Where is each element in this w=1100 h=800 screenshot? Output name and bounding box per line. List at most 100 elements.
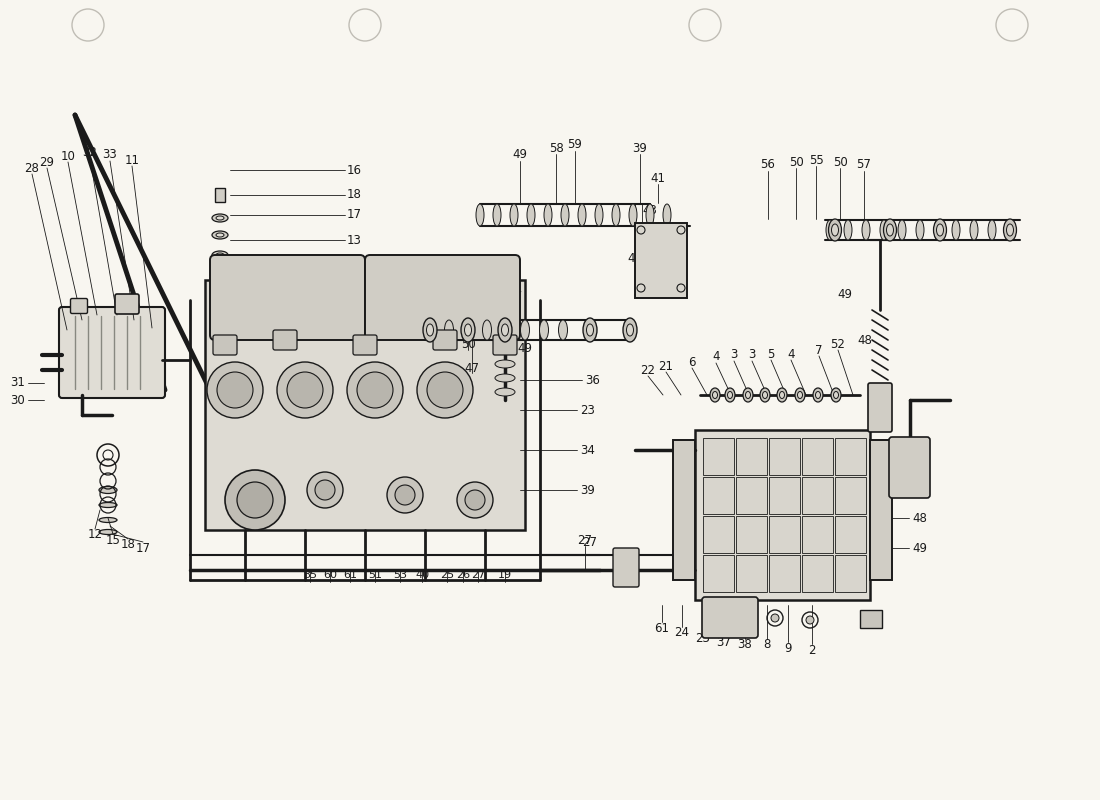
Ellipse shape xyxy=(828,219,842,241)
Ellipse shape xyxy=(544,204,552,226)
Ellipse shape xyxy=(498,318,512,342)
Text: 50: 50 xyxy=(833,155,847,169)
Text: 44: 44 xyxy=(481,283,495,297)
Text: 54: 54 xyxy=(507,283,522,297)
Bar xyxy=(673,440,695,580)
Ellipse shape xyxy=(834,391,838,398)
Bar xyxy=(835,438,866,475)
Circle shape xyxy=(358,372,393,408)
Text: 17: 17 xyxy=(135,542,151,554)
Bar xyxy=(205,280,525,530)
Ellipse shape xyxy=(934,219,946,241)
Circle shape xyxy=(417,362,473,418)
Ellipse shape xyxy=(216,288,224,292)
Text: 47: 47 xyxy=(464,362,480,374)
Text: 56: 56 xyxy=(760,158,775,171)
Bar xyxy=(835,477,866,514)
Ellipse shape xyxy=(798,391,803,398)
Ellipse shape xyxy=(646,204,654,226)
Ellipse shape xyxy=(476,204,484,226)
Ellipse shape xyxy=(952,220,960,240)
Text: 50: 50 xyxy=(789,155,803,169)
Text: 49: 49 xyxy=(517,342,532,354)
Bar xyxy=(736,555,767,592)
Ellipse shape xyxy=(427,324,433,336)
Circle shape xyxy=(315,480,336,500)
Ellipse shape xyxy=(612,204,620,226)
Text: 24: 24 xyxy=(674,626,690,639)
Bar xyxy=(769,477,800,514)
Ellipse shape xyxy=(832,224,838,236)
FancyBboxPatch shape xyxy=(613,548,639,587)
Text: 42: 42 xyxy=(627,251,642,265)
FancyBboxPatch shape xyxy=(273,330,297,350)
Text: 23: 23 xyxy=(580,403,595,417)
Ellipse shape xyxy=(623,318,637,342)
Ellipse shape xyxy=(742,388,754,402)
Ellipse shape xyxy=(561,204,569,226)
FancyBboxPatch shape xyxy=(889,437,930,498)
Text: 4: 4 xyxy=(713,350,719,363)
Text: 4: 4 xyxy=(788,347,794,361)
Ellipse shape xyxy=(212,251,228,259)
Ellipse shape xyxy=(99,530,117,534)
Ellipse shape xyxy=(813,388,823,402)
Ellipse shape xyxy=(586,324,594,336)
Text: 17: 17 xyxy=(346,277,362,290)
Text: 51: 51 xyxy=(368,570,382,580)
Circle shape xyxy=(456,482,493,518)
Ellipse shape xyxy=(216,271,224,275)
Bar xyxy=(860,610,882,628)
Ellipse shape xyxy=(483,320,492,340)
Bar xyxy=(769,516,800,553)
Text: 23: 23 xyxy=(695,631,711,645)
Ellipse shape xyxy=(495,360,515,368)
Ellipse shape xyxy=(970,220,978,240)
FancyBboxPatch shape xyxy=(493,335,517,355)
Text: 60: 60 xyxy=(323,570,337,580)
Circle shape xyxy=(226,470,285,530)
Ellipse shape xyxy=(99,518,117,522)
Text: 46: 46 xyxy=(428,291,442,305)
FancyBboxPatch shape xyxy=(868,383,892,432)
Text: 52: 52 xyxy=(830,338,846,350)
Circle shape xyxy=(236,482,273,518)
Text: 61: 61 xyxy=(343,570,358,580)
Bar xyxy=(214,188,225,202)
Ellipse shape xyxy=(493,204,500,226)
Text: 33: 33 xyxy=(102,149,118,162)
Text: 48: 48 xyxy=(912,511,927,525)
Text: 49: 49 xyxy=(837,289,852,302)
Text: 49: 49 xyxy=(912,542,927,554)
Bar xyxy=(835,516,866,553)
Ellipse shape xyxy=(216,216,224,220)
Ellipse shape xyxy=(495,346,515,354)
Ellipse shape xyxy=(463,320,473,340)
Text: 15: 15 xyxy=(106,534,120,546)
Text: 39: 39 xyxy=(632,142,648,154)
Ellipse shape xyxy=(795,388,805,402)
Text: 61: 61 xyxy=(654,622,670,634)
FancyBboxPatch shape xyxy=(702,597,758,638)
Ellipse shape xyxy=(844,220,852,240)
Bar xyxy=(769,438,800,475)
Ellipse shape xyxy=(936,224,944,236)
Ellipse shape xyxy=(713,391,717,398)
Text: 20: 20 xyxy=(912,455,927,469)
Text: 19: 19 xyxy=(498,570,513,580)
FancyBboxPatch shape xyxy=(70,298,88,314)
Circle shape xyxy=(207,362,263,418)
Ellipse shape xyxy=(727,391,733,398)
Text: 14: 14 xyxy=(346,255,362,269)
FancyBboxPatch shape xyxy=(353,335,377,355)
Ellipse shape xyxy=(780,391,784,398)
Ellipse shape xyxy=(527,204,535,226)
Ellipse shape xyxy=(495,388,515,396)
Ellipse shape xyxy=(212,269,228,277)
Ellipse shape xyxy=(815,391,821,398)
Bar xyxy=(736,477,767,514)
Bar xyxy=(703,516,734,553)
Ellipse shape xyxy=(583,318,597,342)
Bar xyxy=(736,516,767,553)
FancyBboxPatch shape xyxy=(365,255,520,340)
